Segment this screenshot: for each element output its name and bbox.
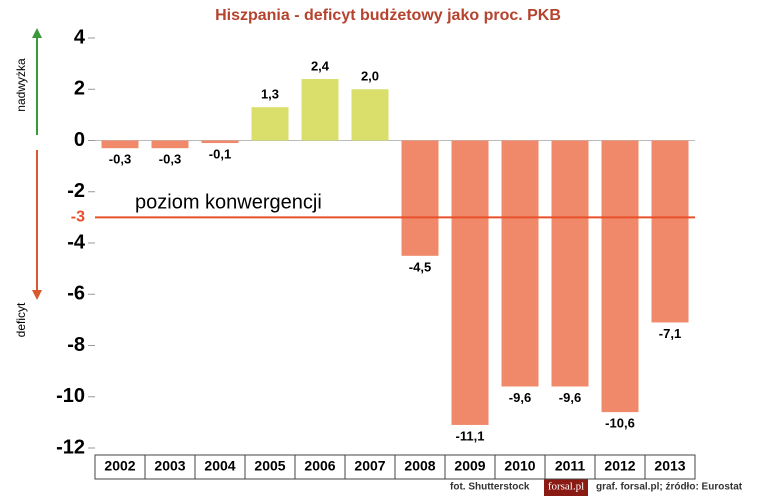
bar: [551, 140, 589, 387]
value-label: -10,6: [605, 416, 635, 431]
x-tick-label: 2007: [354, 458, 385, 474]
value-label: -0,1: [209, 147, 231, 162]
credit-photo: fot. Shutterstock: [450, 482, 530, 493]
x-tick-label: 2013: [654, 458, 685, 474]
category-cell: [594, 454, 646, 480]
value-label: -9,6: [559, 390, 581, 405]
bar: [401, 140, 439, 256]
category-cell: [494, 454, 546, 480]
y-tick-label: 0: [74, 129, 85, 151]
x-tick-label: 2005: [254, 458, 285, 474]
bar: [351, 89, 389, 141]
value-label: -0,3: [109, 152, 131, 167]
value-label: -9,6: [509, 390, 531, 405]
logo: forsal.pl: [548, 481, 584, 493]
chart-title: Hiszpania - deficyt budżetowy jako proc.…: [215, 7, 561, 24]
value-label: 2,4: [311, 58, 330, 73]
x-tick-label: 2008: [404, 458, 435, 474]
x-tick-label: 2009: [454, 458, 485, 474]
category-cell: [294, 454, 346, 480]
logo-box: [544, 478, 588, 496]
y-tick-label: 2: [74, 78, 85, 100]
y-tick-label: -2: [67, 180, 85, 202]
y-tick-label: 4: [74, 26, 86, 48]
bar: [301, 79, 339, 141]
y-label-down: deficyt: [14, 302, 28, 337]
x-tick-label: 2006: [304, 458, 335, 474]
value-label: 2,0: [361, 69, 379, 84]
bar: [251, 107, 289, 141]
bar: [451, 140, 489, 425]
bar: [201, 140, 239, 144]
credit-source: graf. forsal.pl; źródło: Eurostat: [596, 482, 743, 493]
category-cell: [644, 454, 696, 480]
x-tick-label: 2002: [104, 458, 135, 474]
reference-value: -3: [71, 209, 85, 226]
bar: [101, 140, 139, 149]
up-arrow-head: [32, 28, 42, 38]
x-tick-label: 2011: [555, 458, 586, 474]
bar: [501, 140, 539, 387]
category-cell: [394, 454, 446, 480]
y-label-up: nadwyżka: [14, 58, 28, 112]
y-tick-label: -12: [56, 436, 85, 458]
value-label: -11,1: [456, 428, 485, 443]
down-arrow-head: [32, 290, 42, 300]
y-tick-label: -8: [67, 334, 85, 356]
x-tick-label: 2003: [154, 458, 185, 474]
value-label: -4,5: [409, 259, 431, 274]
bar: [651, 140, 689, 323]
value-label: -0,3: [159, 152, 181, 167]
x-tick-label: 2012: [604, 458, 635, 474]
bar: [151, 140, 189, 149]
value-label: 1,3: [261, 87, 279, 102]
reference-label: poziom konwergencji: [135, 192, 322, 214]
bar: [601, 140, 639, 413]
x-tick-label: 2004: [204, 458, 235, 474]
value-label: -7,1: [659, 326, 681, 341]
category-cell: [94, 454, 146, 480]
x-tick-label: 2010: [504, 458, 535, 474]
y-tick-label: -6: [67, 283, 85, 305]
y-tick-label: -10: [56, 385, 85, 407]
category-cell: [194, 454, 246, 480]
y-tick-label: -4: [67, 231, 86, 253]
